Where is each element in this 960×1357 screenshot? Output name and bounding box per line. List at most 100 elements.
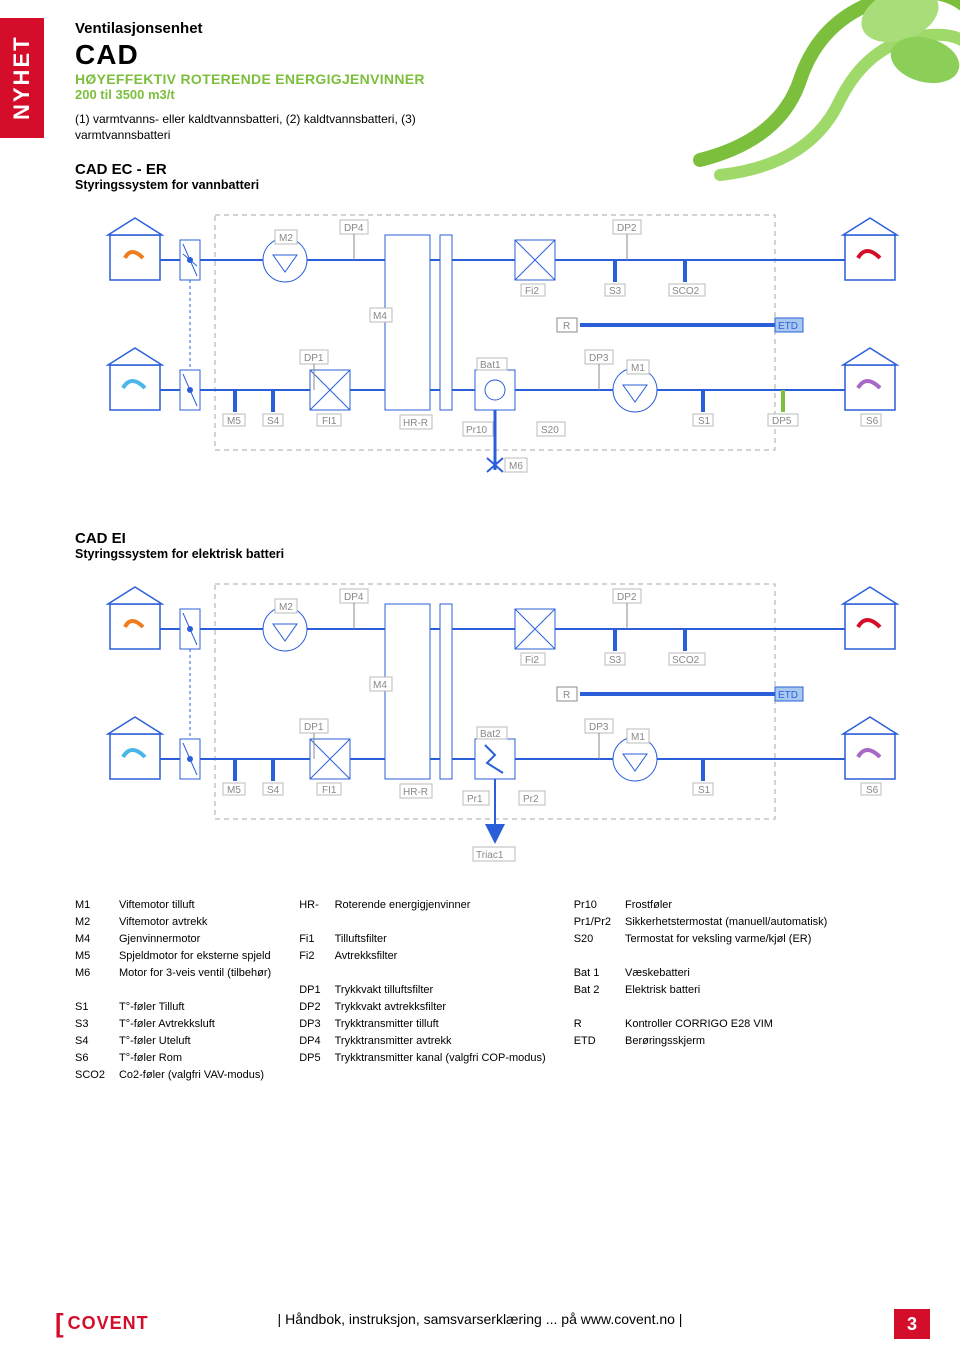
page-number: 3 bbox=[894, 1309, 930, 1339]
svg-text:DP2: DP2 bbox=[617, 592, 637, 603]
logo-text: COVENT bbox=[68, 1313, 149, 1334]
legend-value: Spjeldmotor for eksterne spjeld bbox=[119, 950, 271, 962]
section1-sub: Styringssystem for vannbatteri bbox=[75, 178, 920, 192]
section1-title: CAD EC - ER bbox=[75, 161, 920, 178]
svg-text:Fi2: Fi2 bbox=[525, 286, 539, 297]
legend-key bbox=[299, 916, 320, 928]
svg-text:M2: M2 bbox=[279, 233, 293, 244]
legend-key: ETD bbox=[574, 1035, 611, 1047]
svg-text:DP4: DP4 bbox=[344, 592, 364, 603]
legend-value: T°-føler Tilluft bbox=[119, 1001, 271, 1013]
svg-text:FI1: FI1 bbox=[322, 416, 337, 427]
svg-text:DP1: DP1 bbox=[304, 722, 324, 733]
diagram-2: M2 DP4 M4 HR-R Bat2 Triac1 Pr1 Pr2 bbox=[75, 569, 925, 869]
legend-key: DP1 bbox=[299, 984, 320, 996]
legend-key: DP4 bbox=[299, 1035, 320, 1047]
svg-text:M4: M4 bbox=[373, 311, 387, 322]
subtitle-2: 200 til 3500 m3/t bbox=[75, 87, 920, 102]
subtitle-1: HØYEFFEKTIV ROTERENDE ENERGIGJENVINNER bbox=[75, 71, 920, 87]
svg-text:Bat1: Bat1 bbox=[480, 360, 501, 371]
legend-key: M6 bbox=[75, 967, 105, 979]
svg-text:S4: S4 bbox=[267, 785, 280, 796]
legend-value bbox=[119, 984, 271, 996]
svg-text:ETD: ETD bbox=[778, 690, 798, 701]
svg-text:SCO2: SCO2 bbox=[672, 655, 700, 666]
svg-text:DP3: DP3 bbox=[589, 353, 609, 364]
svg-text:ETD: ETD bbox=[778, 321, 798, 332]
legend-key bbox=[574, 950, 611, 962]
svg-text:Triac1: Triac1 bbox=[476, 850, 504, 861]
legend-value: Tilluftsfilter bbox=[335, 933, 546, 945]
covent-logo: [ COVENT bbox=[55, 1308, 149, 1339]
svg-text:HR-R: HR-R bbox=[403, 787, 428, 798]
legend-key: Fi1 bbox=[299, 933, 320, 945]
legend-value bbox=[625, 950, 827, 962]
legend-key: R bbox=[574, 1018, 611, 1030]
legend-value: Viftemotor avtrekk bbox=[119, 916, 271, 928]
legend-value bbox=[335, 967, 546, 979]
legend-key: Bat 1 bbox=[574, 967, 611, 979]
nyhet-side-tab: NYHET bbox=[0, 18, 44, 138]
legend-value: Motor for 3-veis ventil (tilbehør) bbox=[119, 967, 271, 979]
legend-key bbox=[299, 967, 320, 979]
svg-text:S6: S6 bbox=[866, 785, 879, 796]
legend-value: Avtrekksfilter bbox=[335, 950, 546, 962]
legend-value bbox=[625, 1001, 827, 1013]
svg-text:HR-R: HR-R bbox=[403, 418, 428, 429]
legend-key bbox=[75, 984, 105, 996]
legend-value: T°-føler Uteluft bbox=[119, 1035, 271, 1047]
svg-text:M4: M4 bbox=[373, 680, 387, 691]
note-text: (1) varmtvanns- eller kaldtvannsbatteri,… bbox=[75, 112, 495, 143]
legend-key: S20 bbox=[574, 933, 611, 945]
legend-key: Pr1/Pr2 bbox=[574, 916, 611, 928]
svg-text:S20: S20 bbox=[541, 425, 559, 436]
legend-key: HR- bbox=[299, 899, 320, 911]
page-title: Ventilasjonsenhet bbox=[75, 20, 920, 37]
svg-text:M5: M5 bbox=[227, 785, 241, 796]
legend-value bbox=[335, 916, 546, 928]
svg-text:S4: S4 bbox=[267, 416, 280, 427]
legend-key: DP2 bbox=[299, 1001, 320, 1013]
svg-text:Fi2: Fi2 bbox=[525, 655, 539, 666]
svg-text:S1: S1 bbox=[698, 416, 711, 427]
svg-text:SCO2: SCO2 bbox=[672, 286, 700, 297]
svg-text:M2: M2 bbox=[279, 602, 293, 613]
svg-text:R: R bbox=[563, 690, 570, 701]
section2-sub: Styringssystem for elektrisk batteri bbox=[75, 547, 920, 561]
legend-value: Kontroller CORRIGO E28 VIM bbox=[625, 1018, 827, 1030]
svg-text:Pr2: Pr2 bbox=[523, 794, 539, 805]
svg-text:S6: S6 bbox=[866, 416, 879, 427]
legend-key: S4 bbox=[75, 1035, 105, 1047]
legend-key: M4 bbox=[75, 933, 105, 945]
svg-text:M1: M1 bbox=[631, 363, 645, 374]
legend-table: M1Viftemotor tilluftM2Viftemotor avtrekk… bbox=[75, 899, 920, 1081]
legend-key: Fi2 bbox=[299, 950, 320, 962]
svg-text:S1: S1 bbox=[698, 785, 711, 796]
svg-text:DP4: DP4 bbox=[344, 223, 364, 234]
legend-value: Gjenvinnermotor bbox=[119, 933, 271, 945]
legend-value: Trykktransmitter avtrekk bbox=[335, 1035, 546, 1047]
legend-value: Væskebatteri bbox=[625, 967, 827, 979]
legend-key: DP5 bbox=[299, 1052, 320, 1064]
legend-value: Frostføler bbox=[625, 899, 827, 911]
legend-key: S3 bbox=[75, 1018, 105, 1030]
legend-key: S6 bbox=[75, 1052, 105, 1064]
legend-key: Bat 2 bbox=[574, 984, 611, 996]
legend-col-1: M1Viftemotor tilluftM2Viftemotor avtrekk… bbox=[75, 899, 271, 1081]
svg-text:Bat2: Bat2 bbox=[480, 729, 501, 740]
legend-key: S1 bbox=[75, 1001, 105, 1013]
legend-key: M5 bbox=[75, 950, 105, 962]
legend-value: Sikkerhetstermostat (manuell/automatisk) bbox=[625, 916, 827, 928]
svg-text:M5: M5 bbox=[227, 416, 241, 427]
legend-value: Termostat for veksling varme/kjøl (ER) bbox=[625, 933, 827, 945]
cad-heading: CAD bbox=[75, 39, 920, 71]
legend-value: Trykkvakt avtrekksfilter bbox=[335, 1001, 546, 1013]
svg-text:DP3: DP3 bbox=[589, 722, 609, 733]
legend-col-3: Pr10FrostfølerPr1/Pr2Sikkerhetstermostat… bbox=[574, 899, 828, 1081]
legend-value: Viftemotor tilluft bbox=[119, 899, 271, 911]
legend-value: Berøringsskjerm bbox=[625, 1035, 827, 1047]
svg-text:M1: M1 bbox=[631, 732, 645, 743]
legend-value: Trykktransmitter tilluft bbox=[335, 1018, 546, 1030]
legend-col-2: HR-Roterende energigjenvinner Fi1Tilluft… bbox=[299, 899, 546, 1081]
svg-text:DP1: DP1 bbox=[304, 353, 324, 364]
